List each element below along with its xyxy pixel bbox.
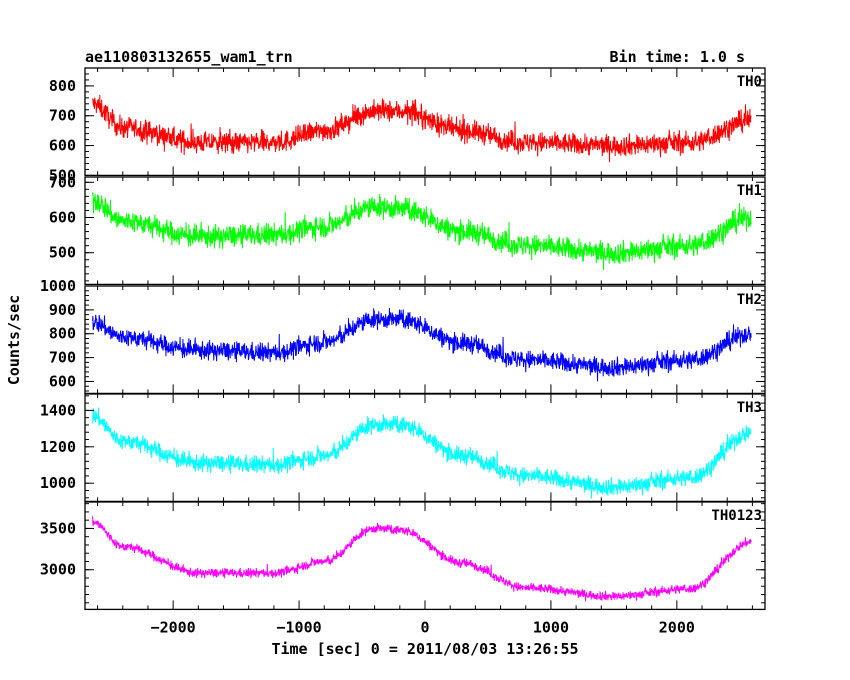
x-tick-label: 2000 [659, 618, 695, 636]
y-tick-label: 3500 [40, 519, 76, 537]
panel-frame-th0123 [84, 501, 766, 611]
y-tick-label: 800 [49, 325, 76, 343]
series-line-th2 [92, 307, 752, 382]
series-line-th1 [92, 192, 752, 270]
y-tick-label: 3000 [40, 561, 76, 579]
panel-label-th1: TH1 [737, 183, 762, 199]
y-tick-label: 800 [49, 77, 76, 95]
y-tick-label: 1400 [40, 401, 76, 419]
y-tick-label: 900 [49, 301, 76, 319]
x-axis-label: Time [sec] 0 = 2011/08/03 13:26:55 [271, 640, 578, 658]
y-tick-label: 500 [49, 244, 76, 262]
x-tick-label: −1000 [276, 618, 321, 636]
y-tick-label: 700 [49, 349, 76, 367]
bin-time-label: Bin time: 1.0 s [610, 48, 745, 66]
y-tick-label: 1200 [40, 438, 76, 456]
panels-group: 500 600 700 800 TH0 500 600 700 TH1 600 700 800 900 1… [40, 67, 766, 636]
panel-frame-th1 [84, 176, 766, 286]
y-tick-label: 700 [49, 173, 76, 191]
panel-frame-th2 [84, 285, 766, 395]
panel-label-th3: TH3 [737, 400, 762, 416]
y-tick-label: 600 [49, 372, 76, 390]
series-line-th0 [92, 95, 752, 163]
y-tick-label: 700 [49, 107, 76, 125]
y-tick-label: 600 [49, 208, 76, 226]
x-tick-label: −2000 [151, 618, 196, 636]
x-tick-label: 0 [420, 618, 429, 636]
y-tick-label: 1000 [40, 277, 76, 295]
y-tick-label: 500 [49, 166, 76, 184]
chart-title: ae110803132655_wam1_trn [85, 48, 293, 66]
y-tick-label: 1000 [40, 474, 76, 492]
panel-label-th0123: TH0123 [711, 508, 762, 524]
series-line-th0123 [92, 516, 752, 602]
y-axis-label: Counts/sec [5, 295, 23, 385]
y-tick-label: 600 [49, 137, 76, 155]
panel-label-th2: TH2 [737, 292, 762, 308]
panel-label-th0: TH0 [737, 74, 762, 90]
x-tick-label: 1000 [533, 618, 569, 636]
series-line-th3 [92, 407, 752, 499]
